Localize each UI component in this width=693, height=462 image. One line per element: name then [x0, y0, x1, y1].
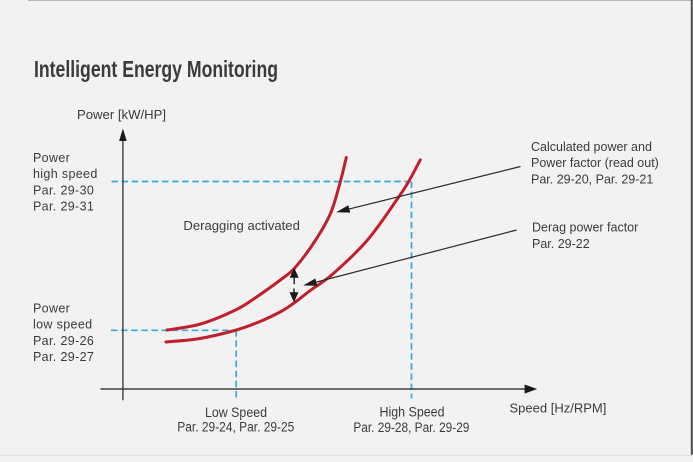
- svg-text:Par. 29-27: Par. 29-27: [33, 350, 94, 364]
- svg-text:Derag power factor: Derag power factor: [532, 221, 638, 235]
- svg-text:Par. 29-26: Par. 29-26: [33, 334, 94, 348]
- svg-text:High Speed: High Speed: [380, 405, 445, 420]
- svg-text:Par. 29-22: Par. 29-22: [532, 237, 590, 251]
- svg-text:Par. 29-28, Par. 29-29: Par. 29-28, Par. 29-29: [353, 420, 469, 435]
- svg-text:Par. 29-24, Par. 29-25: Par. 29-24, Par. 29-25: [177, 420, 294, 435]
- svg-text:Speed [Hz/RPM]: Speed [Hz/RPM]: [510, 401, 607, 416]
- svg-text:Power: Power: [33, 151, 70, 165]
- svg-text:Deragging activated: Deragging activated: [183, 218, 300, 233]
- svg-text:Par. 29-20, Par. 29-21: Par. 29-20, Par. 29-21: [531, 172, 653, 186]
- svg-text:Intelligent Energy Monitoring: Intelligent Energy Monitoring: [34, 56, 278, 82]
- svg-text:Calculated power and: Calculated power and: [531, 140, 652, 154]
- svg-text:Par. 29-31: Par. 29-31: [33, 200, 94, 214]
- svg-text:Low Speed: Low Speed: [205, 405, 267, 420]
- svg-text:low speed: low speed: [33, 318, 92, 332]
- svg-text:Par. 29-30: Par. 29-30: [33, 183, 94, 197]
- svg-text:Power: Power: [33, 301, 70, 315]
- svg-text:Power factor (read out): Power factor (read out): [531, 156, 659, 170]
- svg-text:high speed: high speed: [33, 167, 98, 181]
- svg-text:Power [kW/HP]: Power [kW/HP]: [77, 108, 166, 122]
